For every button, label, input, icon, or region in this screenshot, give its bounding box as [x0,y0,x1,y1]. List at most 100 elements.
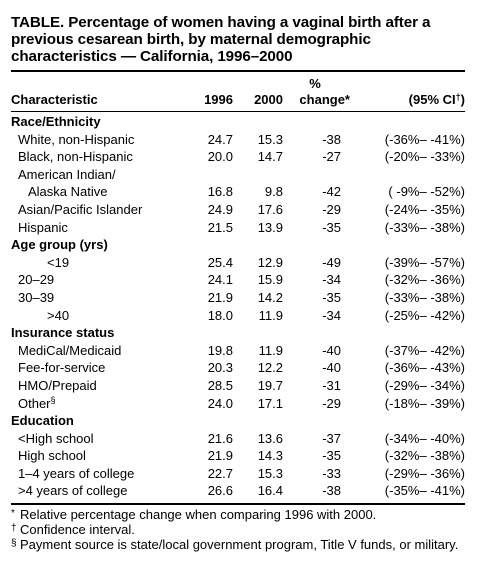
table-row: Black, non-Hispanic 20.0 14.7 -27 (-20%– -33… [11,148,465,166]
value-change: -29 [322,201,341,217]
row-label: 20–29 [18,271,54,289]
value-2000: 14.7 [257,149,283,165]
header-characteristic: Characteristic [11,92,98,107]
value-2000: 11.9 [258,307,283,323]
table-row: <High school 21.6 13.6 -37 (-34%– -40%) [11,430,465,448]
table-row: White, non-Hispanic 24.7 15.3 -38 (-36%– -41… [11,131,465,149]
value-ci: (-25%– -42%) [384,307,465,323]
value-1996: 21.6 [207,430,233,446]
value-change: -31 [322,377,341,393]
table-row: >40 18.0 11.9 -34 (-25%– -42%) [11,307,465,325]
section-heading: Race/Ethnicity [11,113,465,131]
header-change: change* [299,92,350,107]
row-label: High school [18,447,86,465]
value-change: -35 [322,289,341,305]
value-1996: 20.0 [207,149,233,165]
section-heading-label: Education [11,413,74,429]
value-2000: 9.8 [264,184,283,200]
value-change: -34 [322,272,341,288]
value-2000: 13.9 [257,219,283,235]
value-2000: 14.3 [257,448,283,464]
value-change: -34 [322,307,341,323]
row-label-text: <High school [18,430,94,446]
value-change: -40 [322,360,341,376]
value-ci: (-33%– -38%) [384,289,465,305]
footnote-mark: § [11,538,17,550]
value-2000: 12.9 [257,254,283,270]
footnote-mark: † [11,523,17,535]
row-label: HMO/Prepaid [18,377,97,395]
value-1996: 19.8 [207,342,233,358]
row-label-text: 1–4 years of college [18,465,135,481]
value-change: -33 [322,465,341,481]
row-label-text: 20–29 [18,272,55,288]
row-label-text: >40 [47,307,70,323]
section-heading: Insurance status [11,324,465,342]
footnote: † Confidence interval. [11,522,465,537]
bottom-rule [11,503,465,506]
value-change: -40 [322,342,341,358]
header-rule [11,111,465,112]
value-change: -49 [322,254,341,270]
row-label-text: HMO/Prepaid [18,377,97,393]
value-1996: 21.9 [207,448,233,464]
footnote-text: Relative percentage change when comparin… [20,507,377,523]
row-label-text: 30–39 [18,289,55,305]
value-ci: (-36%– -43%) [384,360,465,376]
section-heading-label: Race/Ethnicity [11,114,101,129]
footnote-mark: § [50,394,56,405]
value-2000: 17.6 [257,201,283,217]
value-ci: (-33%– -38%) [384,219,465,235]
row-label: White, non-Hispanic [18,131,134,149]
row-label: American Indian/ [18,166,116,184]
section-heading-label: Age group (yrs) [11,237,108,253]
row-label-text: Hispanic [18,219,68,235]
row-label-text: Asian/Pacific Islander [18,201,143,217]
value-1996: 16.8 [207,184,233,200]
value-ci: (-24%– -35%) [384,201,465,217]
value-ci: (-20%– -33%) [384,149,465,165]
table-row: Other§ 24.0 17.1 -29 (-18%– -39%) [11,395,465,413]
value-1996: 24.1 [207,272,233,288]
value-ci: ( -9%– -52%) [388,184,465,200]
footnotes: * Relative percentage change when compari… [11,507,465,552]
value-change: -37 [322,430,341,446]
row-label: Black, non-Hispanic [18,148,133,166]
value-1996: 24.9 [207,201,233,217]
row-label-text: Other [18,395,51,411]
footnote: * Relative percentage change when compari… [11,507,465,522]
section-heading: Age group (yrs) [11,236,465,254]
value-2000: 19.7 [257,377,283,393]
value-2000: 15.9 [257,272,283,288]
table-row: American Indian/ [11,166,465,184]
header-1996: 1996 [204,92,233,107]
value-1996: 22.7 [207,465,233,481]
value-2000: 17.1 [257,395,283,411]
value-ci: (-29%– -34%) [384,377,465,393]
row-label-text: Alaska Native [28,184,108,200]
value-ci: (-32%– -38%) [384,448,465,464]
value-2000: 15.3 [257,465,283,481]
row-label: Asian/Pacific Islander [18,201,142,219]
row-label: <High school [18,430,94,448]
value-ci: (-34%– -40%) [384,430,465,446]
value-1996: 24.0 [207,395,233,411]
table-row: 20–29 24.1 15.9 -34 (-32%– -36%) [11,271,465,289]
value-1996: 21.5 [207,219,233,235]
row-label: Other§ [18,395,56,413]
value-1996: 26.6 [207,483,233,499]
footnote-mark: * [11,508,15,520]
value-2000: 14.2 [257,289,283,305]
table-title: TABLE. Percentage of women having a vagi… [11,14,431,65]
value-1996: 28.5 [207,377,233,393]
row-label: >40 [47,307,69,325]
top-rule [11,70,465,72]
table-row: 1–4 years of college 22.7 15.3 -33 (-29%– -3… [11,465,465,483]
footnote-text: Confidence interval. [20,522,135,538]
row-label: 1–4 years of college [18,465,134,483]
row-label: Alaska Native [28,183,107,201]
value-2000: 16.4 [257,483,283,499]
table-row: High school 21.9 14.3 -35 (-32%– -38%) [11,447,465,465]
table-row: Asian/Pacific Islander 24.9 17.6 -29 (-24%– … [11,201,465,219]
row-label-text: American Indian/ [18,166,116,182]
